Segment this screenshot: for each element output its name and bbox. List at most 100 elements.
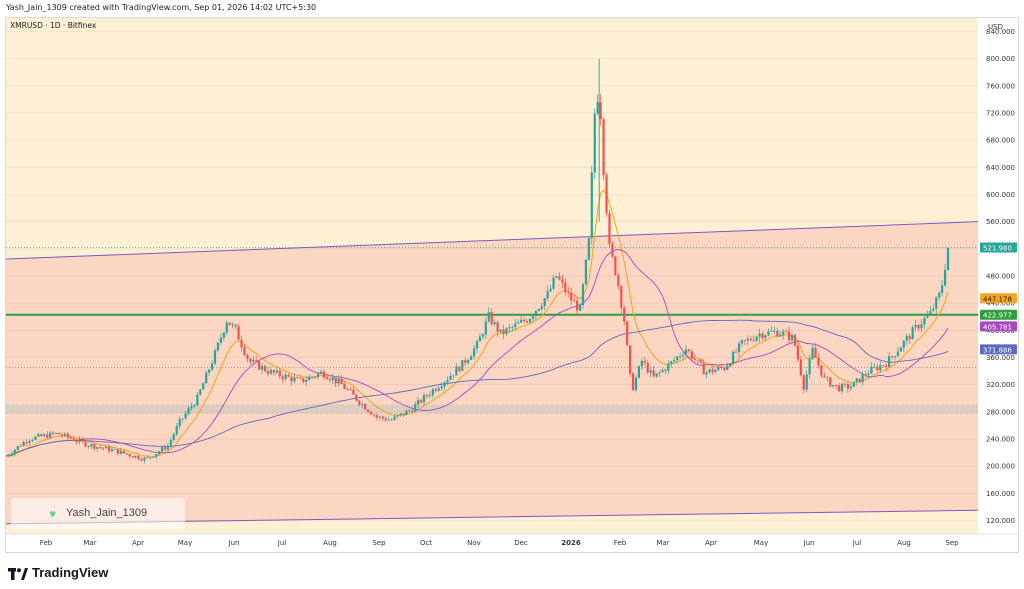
candle-body — [252, 359, 255, 362]
candle-body — [549, 288, 552, 292]
candle-body — [449, 375, 452, 380]
candle-body — [414, 404, 417, 412]
x-tick-label: May — [754, 539, 768, 547]
candle-body — [157, 451, 161, 455]
candle-body — [213, 350, 217, 364]
candle-body — [543, 298, 546, 307]
x-tick-label: Jun — [803, 539, 815, 547]
candle-body — [932, 308, 935, 311]
candle-body — [284, 374, 287, 379]
candle-body — [240, 339, 243, 348]
candle-body — [537, 309, 540, 311]
candle-body — [737, 343, 741, 353]
candle-body — [458, 366, 461, 371]
x-tick-label: Apr — [132, 539, 144, 547]
x-tick-label: Mar — [656, 539, 669, 547]
candle-body — [34, 436, 37, 440]
candle-body — [16, 446, 19, 450]
footer-brand[interactable]: TradingView — [8, 565, 108, 580]
candle-body — [790, 334, 794, 341]
candle-body — [935, 297, 938, 309]
candle-body — [773, 330, 776, 332]
candle-body — [508, 327, 511, 329]
candle-body — [272, 370, 275, 373]
candle-body — [40, 434, 43, 437]
candle-body — [861, 374, 864, 383]
candle-body — [514, 323, 517, 328]
candle-body — [331, 377, 334, 381]
candle-body — [752, 340, 755, 341]
candle-body — [355, 394, 358, 401]
candle-body — [75, 440, 78, 442]
candle-body — [134, 455, 137, 458]
candle-body — [184, 413, 187, 419]
candle-body — [57, 432, 61, 435]
candle-body — [334, 377, 337, 384]
candle-body — [169, 440, 172, 446]
candle-body — [570, 292, 573, 301]
candle-body — [358, 400, 361, 405]
candle-body — [296, 377, 299, 379]
price-chart[interactable]: USD 120.000 160.000 200.000 240.000 280.000 32… — [6, 18, 1018, 552]
candle-body — [46, 434, 49, 438]
candle-body — [481, 334, 484, 337]
candle-body — [381, 416, 384, 419]
candle-body — [814, 347, 817, 358]
candle-body — [649, 370, 652, 373]
candle-body — [137, 455, 140, 460]
candle-body — [758, 333, 761, 337]
candle-body — [673, 360, 676, 362]
candle-body — [222, 332, 225, 338]
candle-body — [258, 361, 261, 370]
candle-body — [517, 322, 520, 324]
candle-body — [711, 369, 714, 373]
channel-upper-line — [6, 221, 979, 260]
candle-body — [313, 376, 317, 378]
candle-body — [584, 259, 588, 285]
candle-body — [602, 119, 605, 175]
candle-body — [140, 459, 143, 461]
support-zone — [6, 404, 979, 414]
candle-body — [366, 409, 370, 412]
candle-body — [714, 369, 717, 373]
candle-body — [131, 456, 134, 458]
price-tag — [980, 344, 1017, 355]
candle-body — [146, 457, 149, 459]
candle-body — [805, 374, 808, 390]
candle-body — [779, 334, 782, 337]
candle-body — [617, 274, 620, 286]
candle-body — [81, 439, 84, 442]
candle-body — [723, 368, 726, 370]
candle-body — [49, 432, 52, 438]
candle-body — [431, 389, 434, 396]
candle-body — [640, 360, 643, 367]
tradingview-logo-icon — [8, 567, 28, 580]
candle-body — [402, 413, 405, 416]
candle-body — [899, 347, 902, 352]
candle-body — [943, 269, 947, 286]
candle-body — [546, 291, 549, 299]
candle-body — [811, 347, 814, 359]
candle-body — [96, 447, 99, 449]
x-tick-label: Aug — [897, 539, 911, 547]
candle-body — [729, 363, 732, 366]
candle-body — [346, 388, 349, 390]
x-tick-label: Nov — [467, 539, 481, 547]
candle-body — [702, 363, 705, 375]
candle-body — [6, 455, 8, 457]
candle-body — [22, 442, 25, 447]
candle-body — [28, 440, 31, 443]
candle-body — [428, 395, 431, 396]
candle-body — [761, 333, 764, 339]
price-tag — [980, 309, 1017, 320]
candle-body — [941, 285, 944, 294]
candle-body — [614, 256, 617, 275]
candle-body — [867, 373, 870, 375]
candle-body — [608, 213, 611, 244]
candle-body — [461, 360, 464, 371]
candle-body — [269, 370, 273, 374]
candle-body — [740, 340, 744, 344]
candle-body — [890, 356, 894, 357]
candle-body — [540, 306, 543, 310]
candle-body — [166, 445, 170, 450]
